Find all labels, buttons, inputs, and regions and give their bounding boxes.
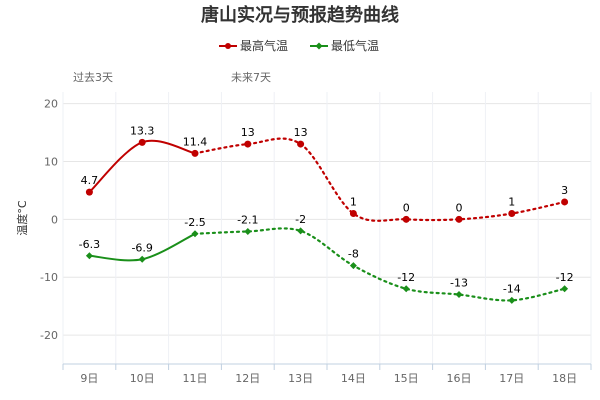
y-tick-label: 10 — [44, 155, 58, 168]
high-temp-label: 13.3 — [130, 124, 155, 137]
high-temp-label: 4.7 — [81, 174, 99, 187]
high-temp-point — [85, 188, 93, 196]
high-temp-label: 1 — [350, 196, 357, 209]
high-temp-point — [191, 149, 199, 157]
low-temp-label: -13 — [450, 277, 468, 290]
high-temp-point — [244, 140, 252, 148]
legend: 最高气温 最低气温 — [219, 38, 379, 53]
low-temp-point — [297, 227, 305, 235]
y-tick-label: 0 — [51, 213, 58, 226]
legend-item-low[interactable]: 最低气温 — [310, 38, 379, 53]
x-tick-label: 18日 — [552, 372, 577, 385]
low-temp-label: -8 — [348, 248, 359, 261]
high-temp-label: 0 — [456, 201, 463, 214]
low-temp-point — [561, 285, 569, 293]
low-temp-label: -6.3 — [79, 238, 100, 251]
high-temp-point — [349, 210, 357, 218]
y-tick-label: -20 — [40, 329, 58, 342]
data-labels: 4.713.311.413 131 0 0 13-6.3 -6.9-2.5 -2.1 -2-8… — [79, 124, 574, 295]
x-tick-label: 10日 — [130, 372, 155, 385]
legend-high-marker — [225, 43, 231, 49]
low-temp-point — [191, 230, 199, 238]
x-tick-label: 17日 — [499, 372, 524, 385]
legend-low-label: 最低气温 — [331, 38, 379, 53]
high-temp-point — [561, 198, 569, 206]
high-temp-label: 1 — [508, 196, 515, 209]
x-tick-label: 16日 — [447, 372, 472, 385]
low-temp-label: -14 — [503, 282, 521, 295]
low-temp-point — [85, 252, 93, 260]
low-temp-label: -12 — [556, 271, 574, 284]
y-tick-label: 20 — [44, 98, 58, 111]
low-temp-point — [138, 255, 146, 263]
x-tick-label: 9日 — [80, 372, 98, 385]
high-temp-point — [402, 215, 410, 223]
x-tick-label: 15日 — [394, 372, 419, 385]
high-temp-point — [138, 138, 146, 146]
high-temp-point — [297, 140, 305, 148]
series-line-forecast-0 — [193, 137, 566, 222]
high-temp-point — [455, 215, 463, 223]
y-tick-label: -10 — [40, 271, 58, 284]
high-temp-label: 13 — [241, 126, 255, 139]
high-temp-label: 11.4 — [183, 135, 208, 148]
high-temp-point — [508, 210, 516, 218]
low-temp-point — [455, 291, 463, 299]
x-tick-label: 11日 — [183, 372, 208, 385]
annotation-past: 过去3天 — [73, 71, 113, 84]
x-tick-label: 13日 — [288, 372, 313, 385]
x-tick-label: 14日 — [341, 372, 366, 385]
low-temp-label: -12 — [397, 271, 415, 284]
series — [85, 137, 569, 304]
high-temp-label: 3 — [561, 184, 568, 197]
high-temp-label: 13 — [294, 126, 308, 139]
low-temp-label: -6.9 — [131, 241, 152, 254]
legend-high-label: 最高气温 — [240, 38, 288, 53]
low-temp-point — [402, 285, 410, 293]
low-temp-point — [508, 296, 516, 304]
low-temp-point — [349, 262, 357, 270]
annotation-future: 未来7天 — [231, 71, 271, 84]
chart-title: 唐山实况与预报趋势曲线 — [201, 4, 399, 26]
low-temp-label: -2.1 — [237, 213, 258, 226]
grid — [62, 92, 592, 364]
legend-low-marker — [315, 42, 323, 50]
high-temp-label: 0 — [403, 201, 410, 214]
legend-item-high[interactable]: 最高气温 — [219, 38, 288, 53]
low-temp-label: -2.5 — [184, 216, 205, 229]
y-axis-label: 温度°C — [15, 200, 29, 235]
x-tick-label: 12日 — [235, 372, 260, 385]
low-temp-point — [244, 227, 252, 235]
low-temp-label: -2 — [295, 213, 306, 226]
